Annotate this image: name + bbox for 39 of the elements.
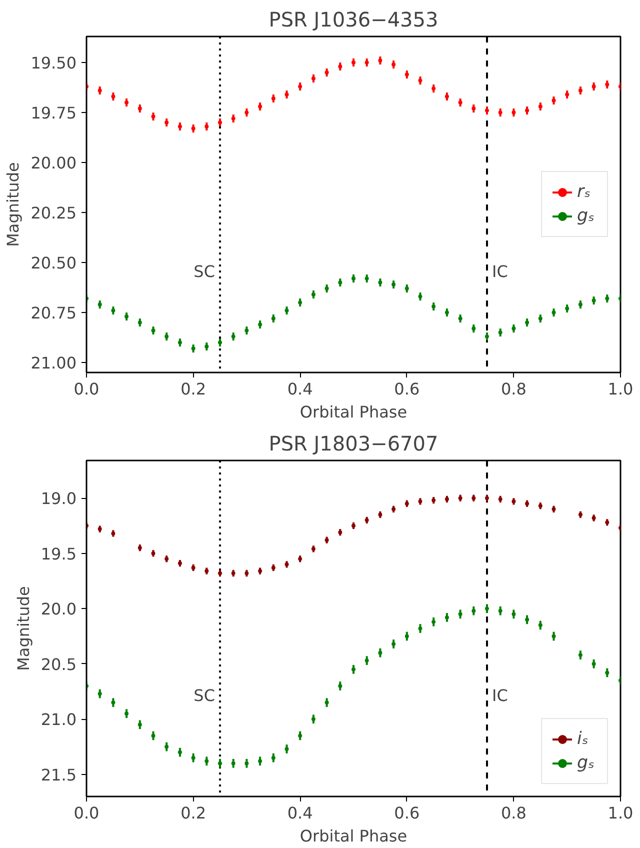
y-tick-label: 21.0 [40,710,76,730]
ref-line-label: SC [194,262,215,282]
legend-label: gₛ [577,206,596,226]
x-tick-label: 0.4 [287,380,313,398]
legend-label: gₛ [577,753,596,773]
x-tick-label: 0.0 [74,380,100,398]
legend-label: iₛ [577,729,590,749]
y-tick-label: 19.50 [30,54,77,72]
x-tick-label: 0.2 [180,804,206,822]
ref-line-label: SC [194,686,215,706]
x-tick-label: 0.4 [287,804,313,822]
y-tick-label: 20.00 [30,154,77,172]
x-tick-label: 0.8 [500,804,526,822]
y-tick-label: 20.75 [30,304,77,322]
y-tick-label: 21.00 [30,354,77,372]
x-axis-title: Orbital Phase [300,826,408,846]
x-axis-title: Orbital Phase [300,402,408,422]
x-tick-label: 0.8 [500,380,526,398]
y-tick-label: 20.50 [30,254,77,272]
y-tick-label: 20.25 [30,204,77,222]
chart-title: PSR J1803−6707 [268,432,438,456]
y-tick-label: 19.0 [40,489,76,508]
x-tick-label: 0.6 [394,380,420,398]
x-tick-label: 0.0 [74,804,100,822]
ref-line-label: IC [492,686,508,706]
y-tick-label: 20.5 [40,654,76,674]
chart-title: PSR J1036−4353 [268,8,438,32]
legend-label: rₛ [577,182,592,202]
ref-line-label: IC [492,262,508,282]
y-axis-title: Magnitude [4,162,23,247]
y-tick-label: 19.5 [40,544,76,564]
y-tick-label: 19.75 [30,104,77,122]
y-axis-title: Magnitude [14,586,33,671]
y-tick-label: 21.5 [40,765,76,784]
x-tick-label: 0.2 [180,380,206,398]
y-tick-label: 20.0 [40,600,76,619]
x-tick-label: 1.0 [608,804,634,822]
x-tick-label: 0.6 [394,804,420,822]
x-tick-label: 1.0 [608,380,634,398]
